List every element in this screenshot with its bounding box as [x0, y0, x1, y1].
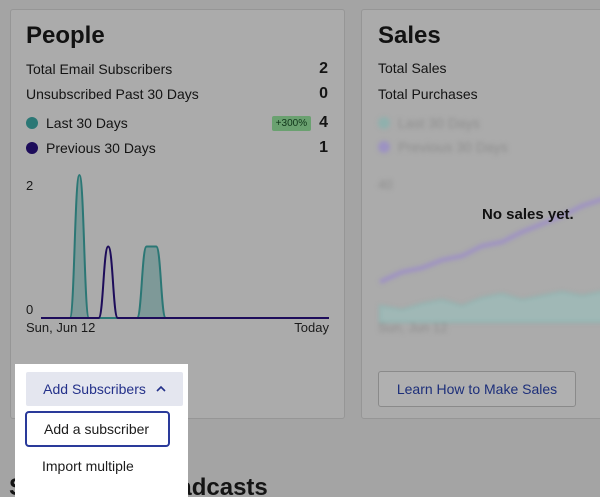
last-30-days-legend-dot: [26, 117, 38, 129]
series-line-2: [40, 245, 329, 320]
sales-title: Sales: [378, 22, 441, 49]
unsubscribed-row: Unsubscribed Past 30 Days 0: [26, 84, 328, 104]
sales-legend-last-30: Last 30 Days: [378, 115, 480, 131]
total-email-subscribers-row: Total Email Subscribers 2: [26, 59, 328, 79]
sales-x-label: Sun, Jun 12: [378, 320, 447, 335]
previous-30-days-value: 1: [319, 139, 328, 156]
total-sales-label: Total Sales: [378, 60, 447, 76]
x-axis-end-label: Today: [294, 320, 329, 335]
last-30-days-row: Last 30 Days +300% 4: [26, 113, 328, 133]
total-email-subscribers-value: 2: [319, 60, 328, 77]
people-card: People Total Email Subscribers 2 Unsubsc…: [10, 9, 345, 419]
sales-placeholder-chart: 40 Sun, Jun 12: [378, 177, 600, 335]
sales-card: Sales Total Sales Total Purchases Last 3…: [361, 9, 600, 419]
add-subscribers-button[interactable]: Add Subscribers: [26, 372, 183, 406]
sales-legend-dot-teal: [378, 117, 390, 129]
chevron-up-icon: [156, 383, 166, 395]
sales-legend-dot-purple: [378, 141, 390, 153]
menu-item-import-multiple[interactable]: Import multiple: [42, 458, 134, 474]
no-sales-message: No sales yet.: [482, 206, 574, 223]
people-title: People: [26, 22, 105, 49]
previous-30-days-row: Previous 30 Days 1: [26, 138, 328, 158]
learn-how-to-make-sales-button[interactable]: Learn How to Make Sales: [378, 371, 576, 407]
y-tick-label-min: 0: [26, 302, 33, 317]
unsubscribed-value: 0: [319, 85, 328, 102]
sales-last-area: [379, 290, 600, 323]
sales-previous-line: [379, 197, 600, 284]
sales-legend-label-previous-30: Previous 30 Days: [398, 139, 508, 155]
total-email-subscribers-label: Total Email Subscribers: [26, 61, 173, 77]
subscribers-chart: 2 0 Sun, Jun 12 Today: [26, 173, 329, 335]
last-30-days-label: Last 30 Days: [46, 115, 128, 131]
previous-30-days-legend-dot: [26, 142, 38, 154]
sales-y-tick: 40: [378, 177, 392, 192]
x-axis-start-label: Sun, Jun 12: [26, 320, 95, 335]
unsubscribed-label: Unsubscribed Past 30 Days: [26, 86, 199, 102]
last-30-days-value: 4: [319, 114, 328, 131]
growth-badge: +300%: [271, 115, 312, 131]
sales-legend-previous-30: Previous 30 Days: [378, 139, 508, 155]
sales-legend-label-last-30: Last 30 Days: [398, 115, 480, 131]
menu-item-add-a-subscriber[interactable]: Add a subscriber: [25, 411, 170, 447]
y-tick-label-max: 2: [26, 178, 33, 193]
previous-30-days-label: Previous 30 Days: [46, 140, 156, 156]
add-subscribers-dropdown: Add Subscribers Add a subscriber Import …: [15, 364, 188, 497]
total-purchases-label: Total Purchases: [378, 86, 478, 102]
add-subscribers-label: Add Subscribers: [43, 381, 146, 397]
